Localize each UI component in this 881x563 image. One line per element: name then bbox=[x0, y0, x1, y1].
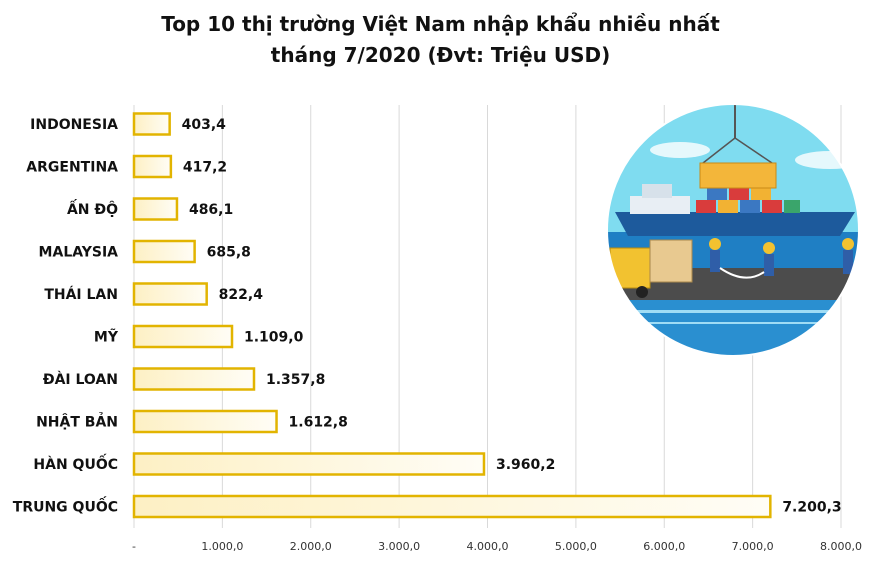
x-tick-label: 5.000,0 bbox=[555, 540, 597, 553]
value-label: 1.109,0 bbox=[244, 330, 304, 346]
x-tick-label: 6.000,0 bbox=[643, 540, 685, 553]
category-label: ĐÀI LOAN bbox=[43, 371, 118, 388]
x-tick-label: 2.000,0 bbox=[290, 540, 332, 553]
x-tick-label: - bbox=[132, 540, 136, 553]
x-tick-label: 4.000,0 bbox=[467, 540, 509, 553]
value-label: 822,4 bbox=[219, 287, 264, 303]
value-label: 1.612,8 bbox=[289, 415, 348, 431]
value-label: 1.357,8 bbox=[266, 372, 325, 388]
category-label: TRUNG QUỐC bbox=[13, 496, 118, 516]
category-label: ARGENTINA bbox=[26, 160, 118, 176]
bar bbox=[132, 154, 173, 179]
value-label: 417,2 bbox=[183, 160, 227, 176]
chart-subtitle: tháng 7/2020 (Đvt: Triệu USD) bbox=[270, 43, 611, 67]
value-label: 7.200,3 bbox=[782, 500, 841, 516]
bar bbox=[132, 367, 256, 391]
x-tick-label: 8.000,0 bbox=[820, 540, 862, 553]
category-label: MỸ bbox=[94, 329, 119, 346]
bar bbox=[132, 452, 486, 476]
category-label: NHẬT BẢN bbox=[36, 412, 118, 431]
value-label: 486,1 bbox=[189, 202, 233, 218]
x-tick-label: 3.000,0 bbox=[378, 540, 420, 553]
bar bbox=[132, 239, 196, 264]
category-labels: INDONESIA ARGENTINA ẤN ĐỘ MALAYSIA THÁI LAN M… bbox=[13, 117, 119, 516]
bar bbox=[132, 282, 208, 306]
x-tick-label: 1.000,0 bbox=[201, 540, 243, 553]
x-axis-tick-labels: - 1.000,0 2.000,0 3.000,0 4.000,0 5.000,0 6.00… bbox=[132, 540, 862, 553]
bar bbox=[132, 324, 234, 349]
value-label: 685,8 bbox=[207, 245, 251, 261]
chart-title: Top 10 thị trường Việt Nam nhập khẩu nhi… bbox=[161, 12, 720, 36]
category-label: THÁI LAN bbox=[44, 286, 118, 303]
bar bbox=[132, 494, 772, 519]
bar bbox=[132, 409, 278, 434]
category-label: HÀN QUỐC bbox=[33, 453, 118, 473]
value-labels: 403,4 417,2 486,1 685,8 822,4 1.109,0 1.357,8 1… bbox=[182, 117, 842, 516]
category-label: MALAYSIA bbox=[39, 245, 119, 261]
bar bbox=[132, 197, 179, 221]
bars bbox=[132, 112, 772, 519]
x-tick-label: 7.000,0 bbox=[732, 540, 774, 553]
value-label: 403,4 bbox=[182, 117, 227, 133]
category-label: INDONESIA bbox=[30, 117, 118, 133]
value-label: 3.960,2 bbox=[496, 457, 555, 473]
category-label: ẤN ĐỘ bbox=[67, 198, 118, 218]
port-ship-cargo-workers-illustration bbox=[606, 103, 860, 357]
bar bbox=[132, 112, 171, 136]
